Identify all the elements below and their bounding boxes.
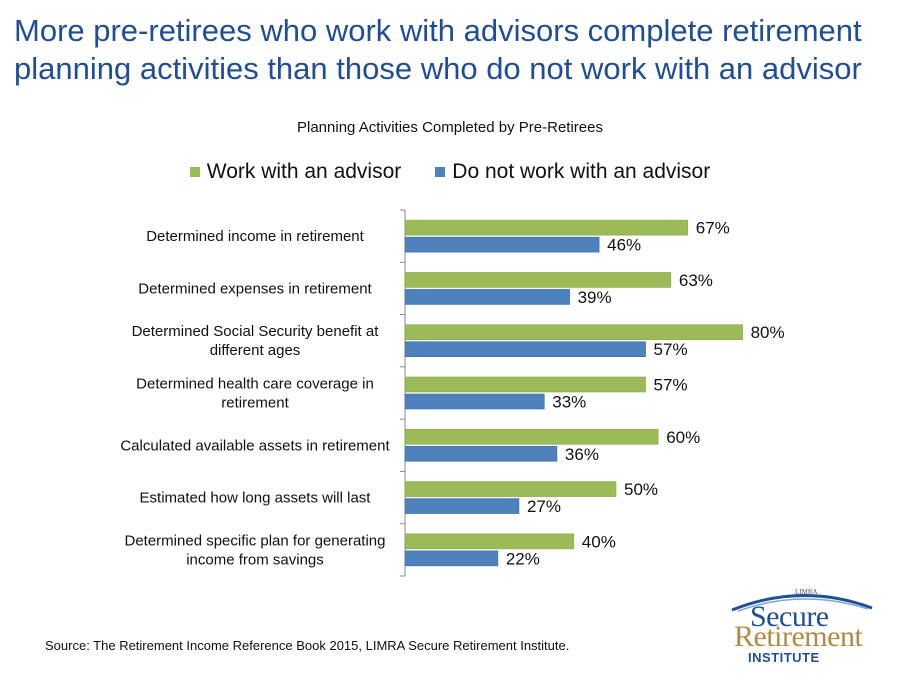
category-label: Determined health care coverage in	[136, 376, 374, 393]
data-label-no-advisor: 22%	[506, 549, 540, 568]
data-label-no-advisor: 46%	[607, 236, 641, 255]
bar-advisor	[404, 428, 659, 445]
bar-no-advisor	[404, 289, 570, 305]
source-note: Source: The Retirement Income Reference …	[45, 638, 570, 653]
category-label: retirement	[221, 395, 289, 412]
data-label-no-advisor: 33%	[552, 393, 586, 412]
data-label-advisor: 50%	[624, 480, 658, 499]
bar-no-advisor	[404, 445, 558, 462]
data-label-no-advisor: 27%	[527, 497, 561, 516]
category-label: different ages	[210, 342, 301, 359]
logo-retirement-text: Retirement	[734, 620, 863, 653]
category-label: Estimated how long assets will last	[140, 490, 372, 507]
legend-swatch-advisor	[189, 167, 200, 177]
data-label-advisor: 80%	[751, 323, 785, 342]
category-label: Calculated available assets in retiremen…	[120, 437, 390, 454]
legend-label-no-advisor: Do not work with an advisor	[452, 160, 711, 183]
category-label: income from savings	[186, 551, 324, 568]
logo-swoosh-icon	[731, 594, 873, 612]
bar-no-advisor	[404, 236, 600, 253]
limra-logo: LIMRA Secure Retirement INSTITUTE	[722, 584, 882, 669]
bar-no-advisor	[404, 498, 520, 514]
bar-advisor	[404, 533, 575, 550]
data-label-advisor: 67%	[696, 219, 730, 238]
logo-secure-text: Secure	[750, 600, 829, 633]
data-label-advisor: 63%	[679, 271, 713, 290]
chart-legend: Work with an advisor Do not work with an…	[0, 160, 900, 184]
data-label-advisor: 60%	[666, 428, 700, 447]
page-title: More pre-retirees who work with advisors…	[14, 13, 862, 86]
category-label: Determined income in retirement	[146, 228, 364, 245]
category-label: Determined specific plan for generating	[125, 532, 386, 549]
logo-limra-text: LIMRA	[795, 588, 818, 596]
bar-no-advisor	[404, 550, 499, 567]
bar-advisor	[404, 376, 646, 393]
data-label-advisor: 40%	[582, 532, 616, 551]
logo-institute-text: INSTITUTE	[748, 650, 820, 665]
legend-item-no-advisor: Do not work with an advisor	[435, 160, 710, 184]
category-label: Determined expenses in retirement	[138, 280, 372, 297]
category-label: Determined Social Security benefit at	[132, 323, 380, 340]
data-label-no-advisor: 39%	[578, 288, 612, 307]
bar-no-advisor	[404, 393, 545, 410]
legend-item-advisor: Work with an advisor	[189, 160, 402, 184]
legend-swatch-no-advisor	[435, 167, 446, 177]
bar-advisor	[404, 272, 672, 288]
data-label-no-advisor: 57%	[654, 340, 688, 359]
bar-advisor	[404, 481, 617, 497]
legend-label-advisor: Work with an advisor	[206, 160, 402, 183]
bar-no-advisor	[404, 341, 646, 358]
chart-title: Planning Activities Completed by Pre-Ret…	[297, 119, 603, 136]
data-label-advisor: 57%	[654, 376, 688, 395]
bar-advisor	[404, 219, 689, 236]
data-label-no-advisor: 36%	[565, 445, 599, 464]
bar-advisor	[404, 324, 743, 341]
